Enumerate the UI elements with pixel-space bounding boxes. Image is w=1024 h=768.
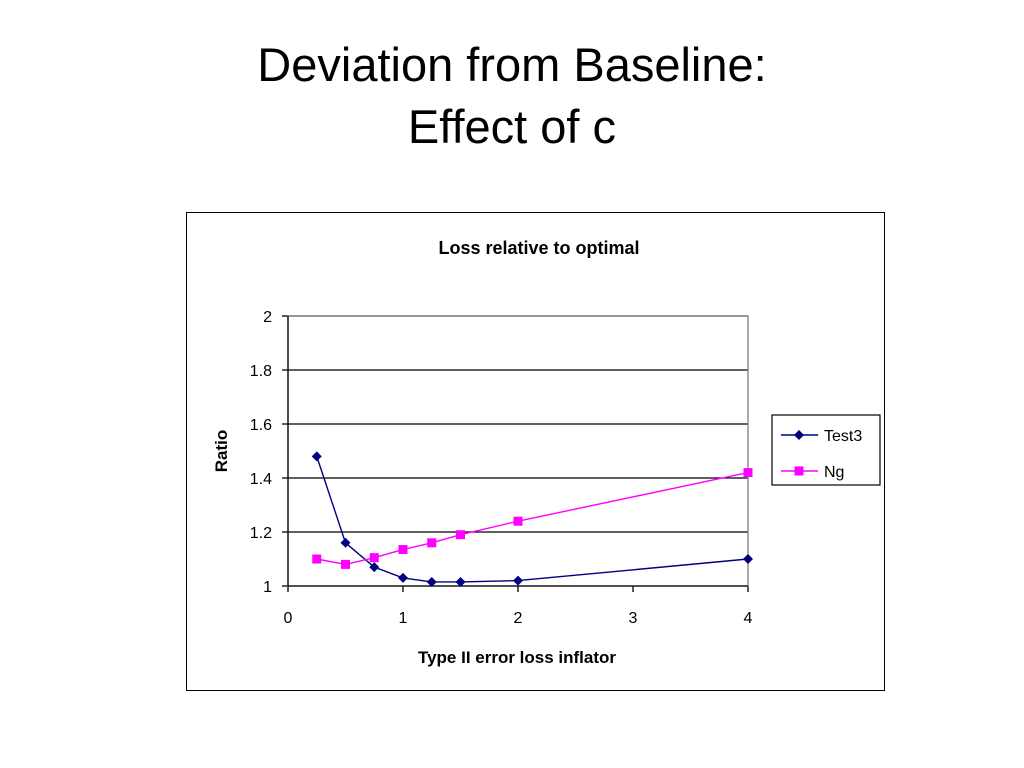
slide-title-line-2: Effect of c <box>407 100 617 153</box>
point-test3-7 <box>743 554 753 564</box>
y-tick-label-5: 2 <box>263 309 272 326</box>
point-ng-7 <box>743 468 753 478</box>
x-tick-label-4: 4 <box>744 610 753 627</box>
chart-title: Loss relative to optimal <box>438 238 639 258</box>
x-axis-label: Type II error loss inflator <box>418 648 616 667</box>
y-axis-label: Ratio <box>212 430 231 473</box>
series-line-ng <box>316 471 749 566</box>
x-tick-label-3: 3 <box>629 610 638 627</box>
x-tick-label-2: 2 <box>514 610 523 627</box>
point-ng-5 <box>456 530 465 540</box>
series-line-test3 <box>316 456 749 583</box>
y-tick-label-2: 1.4 <box>250 471 272 488</box>
plot-area-border <box>287 315 749 587</box>
y-tick-label-1: 1.2 <box>250 525 272 542</box>
x-tick-label-1: 1 <box>399 610 408 627</box>
point-test3-1 <box>340 537 351 548</box>
legend-marker-test3 <box>794 430 804 440</box>
point-test3-3 <box>398 572 408 583</box>
line-chart: Loss relative to optimal Type II error l… <box>212 238 881 667</box>
point-test3-2 <box>369 562 380 573</box>
legend-label-ng: Ng <box>824 464 844 481</box>
y-tick-label-4: 1.8 <box>250 363 272 380</box>
point-ng-6 <box>513 516 523 526</box>
point-ng-1 <box>341 559 350 569</box>
point-ng-4 <box>427 538 437 548</box>
slide-title-line-1: Deviation from Baseline: <box>257 38 767 91</box>
y-tick-label-0: 1 <box>263 579 272 596</box>
y-tick-label-3: 1.6 <box>250 417 272 434</box>
point-test3-5 <box>455 576 466 587</box>
legend-label-test3: Test3 <box>824 428 862 445</box>
point-ng-0 <box>312 554 322 564</box>
point-test3-4 <box>426 576 437 587</box>
legend-marker-ng <box>794 466 804 476</box>
point-ng-2 <box>369 553 379 563</box>
x-tick-label-0: 0 <box>284 610 293 627</box>
legend-box <box>771 414 881 486</box>
point-test3-0 <box>311 451 322 462</box>
slide-title: Deviation from Baseline: Effect of c <box>0 34 1024 158</box>
point-test3-6 <box>513 575 523 586</box>
point-ng-3 <box>398 545 408 555</box>
chart-frame: Loss relative to optimal Type II error l… <box>186 212 885 691</box>
